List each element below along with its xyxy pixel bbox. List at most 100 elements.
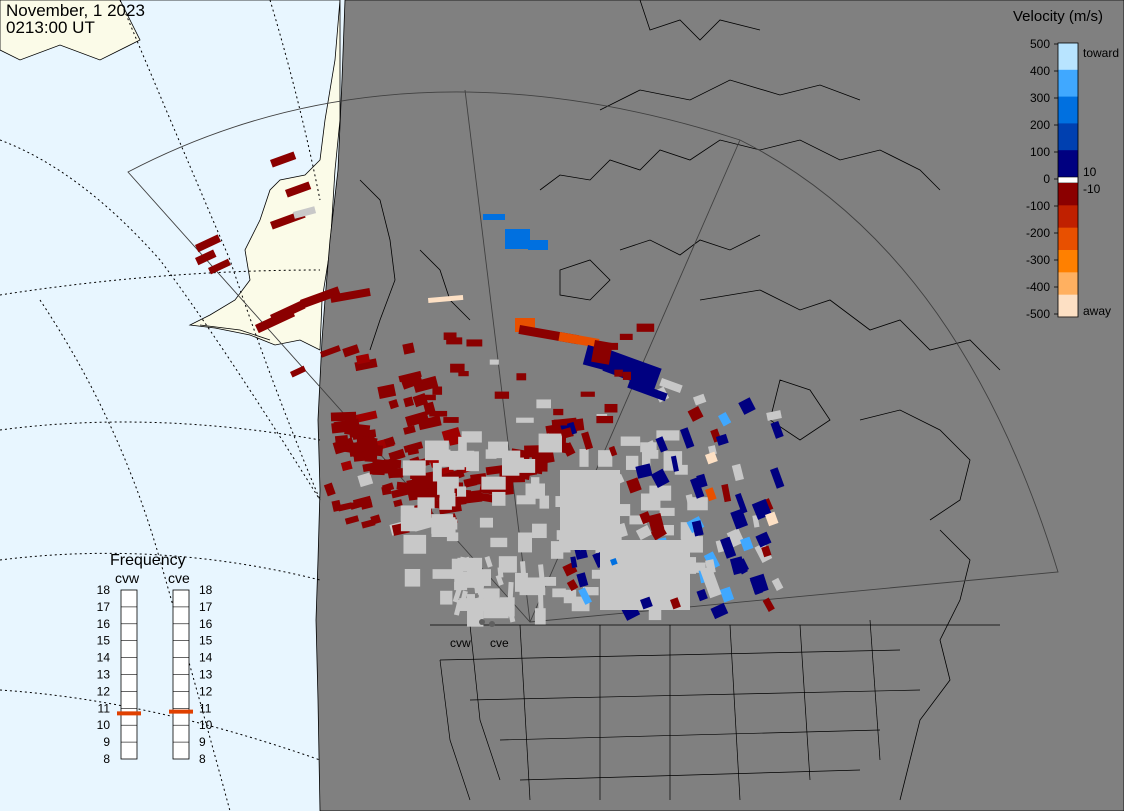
radar-cell bbox=[750, 577, 763, 596]
radar-cell bbox=[424, 440, 449, 461]
radar-cell bbox=[451, 558, 461, 577]
radar-cell bbox=[451, 570, 461, 579]
colorbar-band bbox=[1058, 96, 1078, 124]
radar-cell bbox=[444, 519, 458, 530]
radar-velocity-scatter bbox=[195, 151, 785, 627]
radar-cell bbox=[449, 450, 465, 470]
radar-cell bbox=[755, 531, 772, 548]
radar-cell bbox=[489, 359, 499, 365]
radar-cell bbox=[429, 410, 448, 417]
radar-cell bbox=[710, 602, 729, 620]
colorbar-band bbox=[1058, 294, 1078, 318]
colorbar-title: Velocity (m/s) bbox=[1013, 8, 1103, 25]
colorbar-band bbox=[1058, 205, 1078, 229]
radar-cell bbox=[656, 524, 674, 536]
frequency-level-label: 15 bbox=[199, 634, 213, 648]
radar-cell bbox=[388, 448, 406, 462]
radar-cell bbox=[516, 495, 536, 505]
radar-cell bbox=[650, 526, 667, 541]
radar-cell bbox=[576, 572, 589, 588]
radar-cell bbox=[292, 206, 317, 219]
radar-cell bbox=[685, 493, 696, 510]
radar-cell bbox=[402, 460, 426, 476]
radar-cell bbox=[290, 365, 307, 378]
radar-cell bbox=[403, 534, 427, 554]
frequency-level-label: 16 bbox=[199, 617, 213, 631]
radar-cell bbox=[300, 286, 341, 309]
radar-cell bbox=[439, 497, 452, 510]
radar-cell bbox=[580, 391, 595, 397]
radar-cell bbox=[383, 436, 396, 448]
radar-cell bbox=[626, 477, 642, 494]
radar-cell bbox=[344, 515, 360, 525]
radar-cell bbox=[731, 463, 744, 482]
colorbar-tick-label: 500 bbox=[1030, 37, 1050, 51]
radar-cell bbox=[762, 597, 775, 612]
radar-cell bbox=[330, 411, 357, 422]
radar-cell bbox=[622, 371, 632, 380]
velocity-colorbar: Velocity (m/s) 500 400 300 200 100 0 -100 -200 -… bbox=[1013, 8, 1119, 321]
colorbar-tick-label: 100 bbox=[1030, 145, 1050, 159]
radar-cell bbox=[484, 555, 493, 568]
colorbar-tick-label: -100 bbox=[1026, 199, 1050, 213]
radar-cell bbox=[270, 151, 297, 168]
colorbar-band bbox=[1058, 43, 1078, 71]
radar-cell bbox=[562, 442, 576, 457]
colorbar-label-neg10: -10 bbox=[1083, 182, 1101, 196]
frequency-level-label: 18 bbox=[97, 583, 111, 597]
radar-cell bbox=[536, 399, 552, 409]
colorbar-band bbox=[1058, 69, 1078, 98]
radar-cell bbox=[642, 446, 651, 466]
radar-cell bbox=[334, 434, 349, 447]
radar-cell bbox=[270, 300, 306, 324]
radar-cell bbox=[195, 249, 217, 266]
radar-cell bbox=[403, 396, 415, 408]
frequency-level-label: 10 bbox=[97, 718, 111, 732]
radar-cell bbox=[446, 532, 459, 542]
radar-cell bbox=[507, 606, 516, 623]
radar-cell bbox=[355, 353, 371, 365]
radar-cell bbox=[381, 482, 395, 493]
frequency-level-label: 16 bbox=[97, 617, 111, 631]
radar-cell bbox=[539, 495, 550, 509]
radar-cell bbox=[516, 417, 534, 423]
colorbar-tick-label: 0 bbox=[1043, 172, 1050, 186]
radar-cell bbox=[458, 436, 467, 457]
radar-cell bbox=[477, 579, 485, 596]
radar-cell bbox=[406, 476, 433, 493]
radar-cell bbox=[495, 574, 504, 586]
radar-cell bbox=[417, 497, 435, 509]
radar-cell bbox=[319, 345, 341, 358]
radar-cell bbox=[687, 406, 704, 422]
radar-cell bbox=[350, 439, 376, 454]
graticule bbox=[0, 0, 321, 811]
radar-cell bbox=[353, 410, 378, 424]
radar-cell bbox=[195, 234, 222, 253]
radar-cell bbox=[659, 507, 675, 516]
colorbar-tick-label: 200 bbox=[1030, 118, 1050, 132]
radar-cell bbox=[468, 606, 475, 627]
radar-cell bbox=[761, 545, 772, 558]
radar-cell bbox=[393, 499, 403, 508]
radar-cell bbox=[337, 502, 353, 512]
radar-cell bbox=[704, 451, 718, 465]
radar-cell bbox=[618, 504, 631, 517]
radar-label-cvw: cvw bbox=[450, 636, 471, 650]
radar-cell bbox=[610, 557, 618, 566]
radar-cell bbox=[770, 420, 784, 439]
frequency-level-label: 11 bbox=[98, 701, 111, 715]
radar-cell bbox=[636, 323, 655, 332]
radar-cell bbox=[466, 339, 483, 347]
radar-cell bbox=[483, 214, 505, 220]
radar-cell bbox=[400, 505, 415, 522]
radar-cell bbox=[596, 415, 614, 424]
frequency-level-label: 13 bbox=[97, 668, 111, 682]
colorbar-away-label: away bbox=[1083, 304, 1111, 318]
radar-cell bbox=[602, 350, 662, 390]
date-label: November, 1 2023 bbox=[6, 1, 145, 20]
frequency-level-label: 8 bbox=[103, 752, 110, 766]
radar-cell bbox=[579, 449, 589, 467]
colorbar-band bbox=[1058, 150, 1078, 178]
radar-cell bbox=[285, 181, 312, 198]
radar-cell bbox=[340, 460, 353, 472]
